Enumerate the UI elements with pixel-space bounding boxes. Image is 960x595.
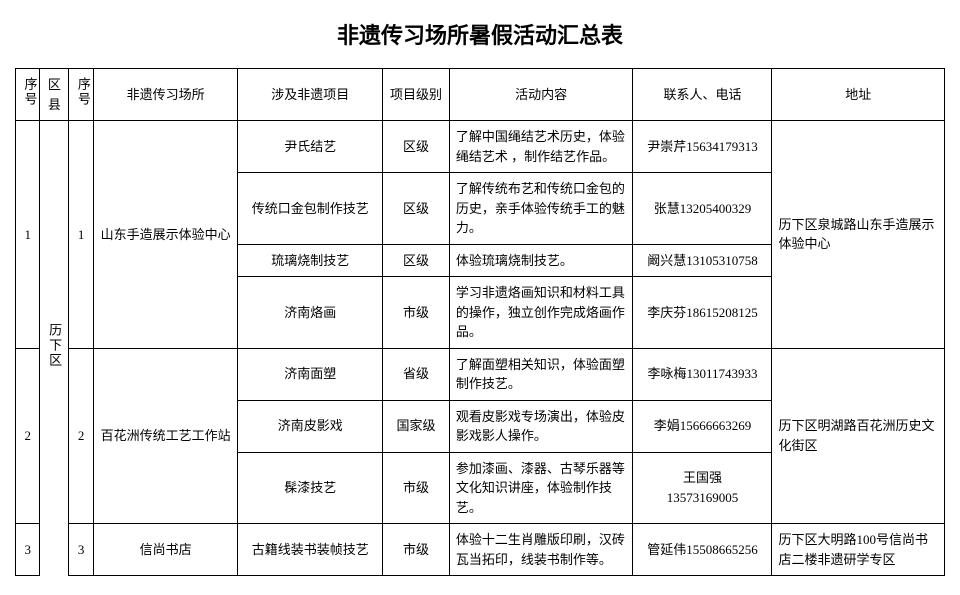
- cell-contact: 张慧13205400329: [633, 173, 772, 245]
- cell-project: 济南面塑: [238, 348, 383, 400]
- cell-contact: 李娟15666663269: [633, 400, 772, 452]
- th-seq1: 序号: [16, 69, 40, 121]
- cell-contact: 王国强13573169005: [633, 452, 772, 524]
- cell-activity: 了解面塑相关知识，体验面塑制作技艺。: [449, 348, 633, 400]
- th-level: 项目级别: [383, 69, 450, 121]
- header-row: 序号 区县 序号 非遗传习场所 涉及非遗项目 项目级别 活动内容 联系人、电话 …: [16, 69, 945, 121]
- table-row: 1 历下区 1 山东手造展示体验中心 尹氏结艺 区级 了解中国绳结艺术历史，体验…: [16, 121, 945, 173]
- cell-seq1: 2: [16, 348, 40, 524]
- cell-seq1: 3: [16, 524, 40, 576]
- cell-level: 市级: [383, 452, 450, 524]
- cell-project: 传统口金包制作技艺: [238, 173, 383, 245]
- cell-seq1: 1: [16, 121, 40, 349]
- table-row: 3 3 信尚书店 古籍线装书装帧技艺 市级 体验十二生肖雕版印刷，汉砖瓦当拓印，…: [16, 524, 945, 576]
- page-title: 非遗传习场所暑假活动汇总表: [15, 18, 945, 50]
- cell-level: 区级: [383, 121, 450, 173]
- cell-seq2: 1: [69, 121, 93, 349]
- th-project: 涉及非遗项目: [238, 69, 383, 121]
- cell-address: 历下区大明路100号信尚书店二楼非遗研学专区: [772, 524, 945, 576]
- cell-level: 区级: [383, 173, 450, 245]
- cell-contact: 管延伟15508665256: [633, 524, 772, 576]
- cell-activity: 体验琉璃烧制技艺。: [449, 244, 633, 277]
- cell-project: 髹漆技艺: [238, 452, 383, 524]
- cell-venue: 百花洲传统工艺工作站: [93, 348, 238, 524]
- cell-project: 尹氏结艺: [238, 121, 383, 173]
- cell-activity: 体验十二生肖雕版印刷，汉砖瓦当拓印，线装书制作等。: [449, 524, 633, 576]
- cell-activity: 了解中国绳结艺术历史，体验绳结艺术 ，制作结艺作品。: [449, 121, 633, 173]
- cell-activity: 观看皮影戏专场演出，体验皮影戏影人操作。: [449, 400, 633, 452]
- cell-activity: 了解传统布艺和传统口金包的历史，亲手体验传统手工的魅力。: [449, 173, 633, 245]
- th-address: 地址: [772, 69, 945, 121]
- cell-venue: 信尚书店: [93, 524, 238, 576]
- th-seq2: 序号: [69, 69, 93, 121]
- th-district: 区县: [40, 69, 69, 121]
- summary-table: 序号 区县 序号 非遗传习场所 涉及非遗项目 项目级别 活动内容 联系人、电话 …: [15, 68, 945, 576]
- cell-contact: 尹崇芹15634179313: [633, 121, 772, 173]
- cell-contact: 李庆芬18615208125: [633, 277, 772, 349]
- cell-project: 古籍线装书装帧技艺: [238, 524, 383, 576]
- cell-project: 济南烙画: [238, 277, 383, 349]
- cell-district: 历下区: [40, 121, 69, 576]
- th-activity: 活动内容: [449, 69, 633, 121]
- cell-seq2: 3: [69, 524, 93, 576]
- cell-activity: 参加漆画、漆器、古琴乐器等文化知识讲座，体验制作技艺。: [449, 452, 633, 524]
- cell-contact: 李咏梅13011743933: [633, 348, 772, 400]
- cell-activity: 学习非遗烙画知识和材料工具的操作，独立创作完成烙画作品。: [449, 277, 633, 349]
- cell-level: 市级: [383, 524, 450, 576]
- th-venue: 非遗传习场所: [93, 69, 238, 121]
- cell-address: 历下区明湖路百花洲历史文化街区: [772, 348, 945, 524]
- cell-level: 国家级: [383, 400, 450, 452]
- cell-project: 琉璃烧制技艺: [238, 244, 383, 277]
- cell-contact: 阚兴慧13105310758: [633, 244, 772, 277]
- cell-level: 省级: [383, 348, 450, 400]
- th-contact: 联系人、电话: [633, 69, 772, 121]
- cell-level: 市级: [383, 277, 450, 349]
- cell-venue: 山东手造展示体验中心: [93, 121, 238, 349]
- cell-address: 历下区泉城路山东手造展示体验中心: [772, 121, 945, 349]
- cell-level: 区级: [383, 244, 450, 277]
- cell-project: 济南皮影戏: [238, 400, 383, 452]
- cell-seq2: 2: [69, 348, 93, 524]
- table-row: 2 2 百花洲传统工艺工作站 济南面塑 省级 了解面塑相关知识，体验面塑制作技艺…: [16, 348, 945, 400]
